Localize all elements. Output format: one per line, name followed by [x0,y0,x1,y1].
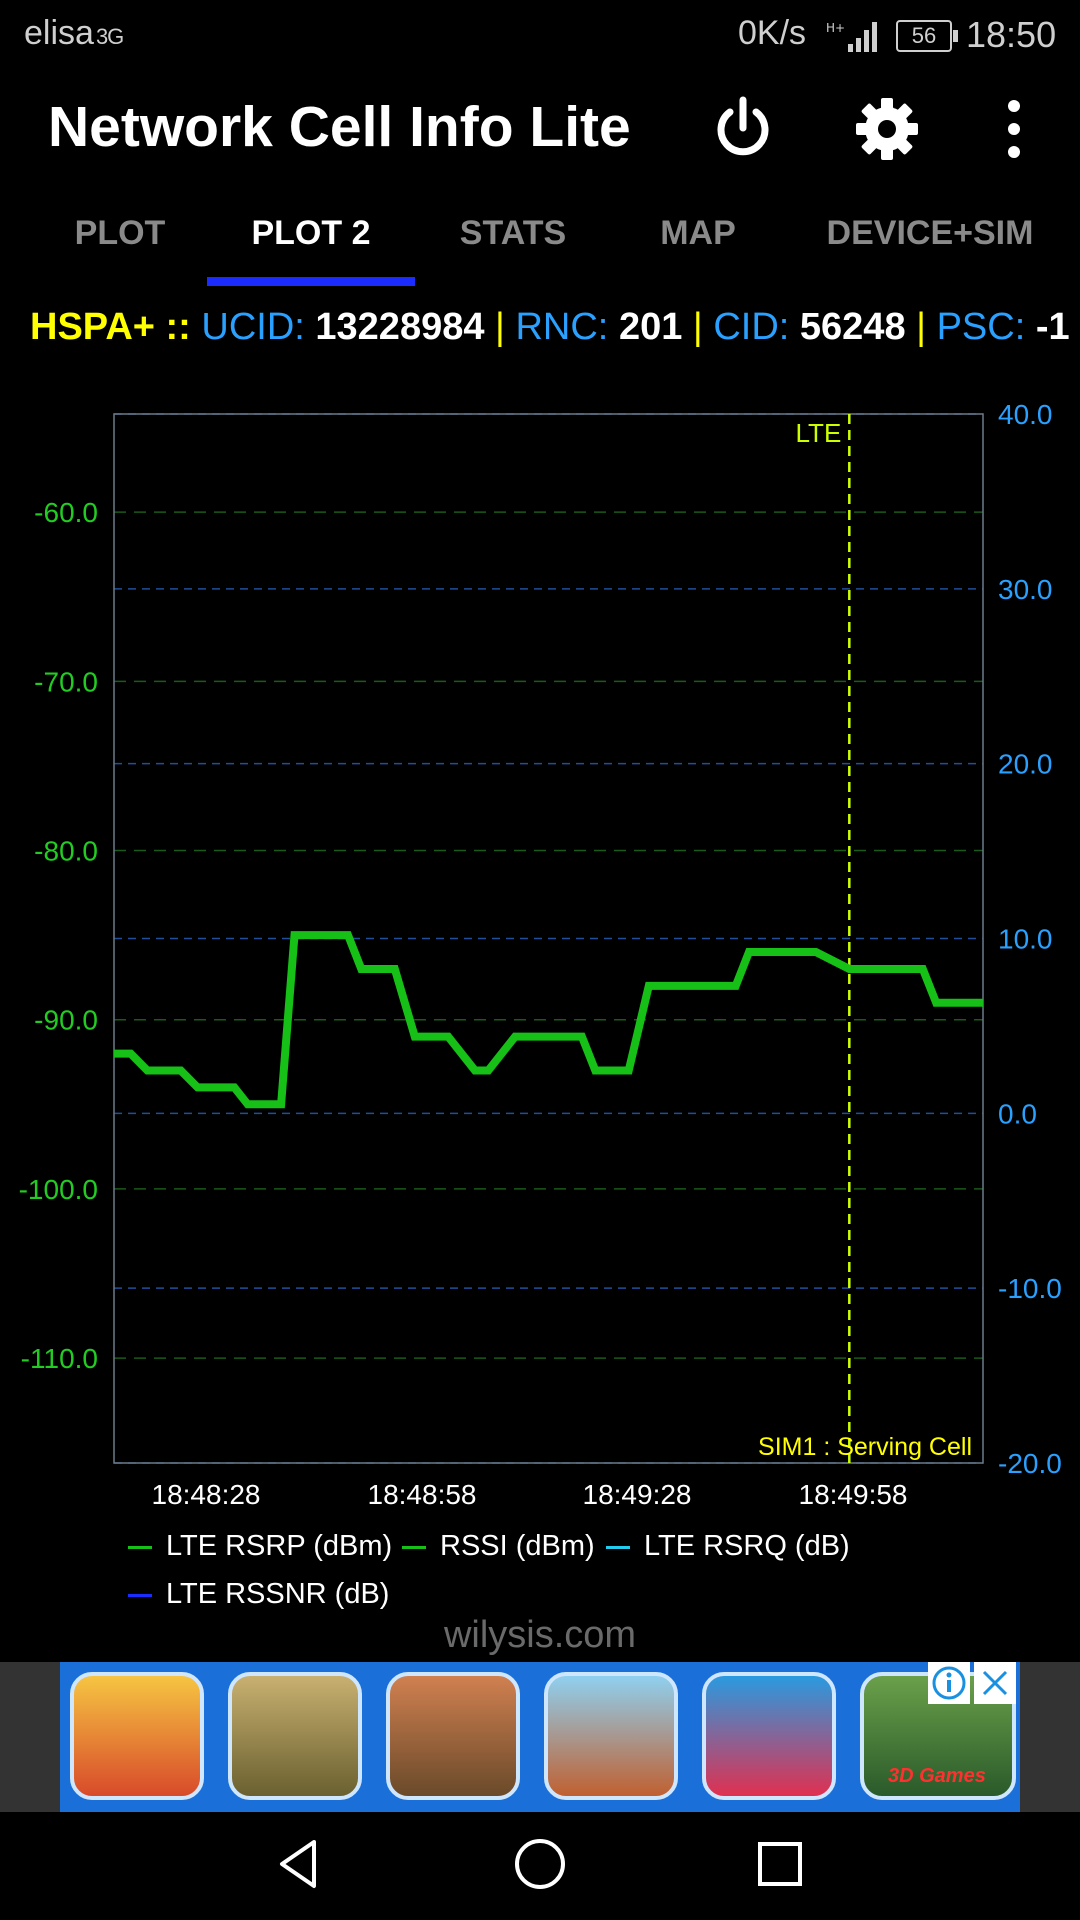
right-axis-tick-label: -10.0 [998,1273,1062,1304]
right-axis-tick-label: 20.0 [998,749,1053,780]
chart-legend: LTE RSRP (dBm) RSSI (dBm) LTE RSRQ (dB) … [0,1530,1080,1640]
carrier-label: elisa [24,14,94,52]
watermark: wilysis.com [443,1614,637,1656]
right-axis-tick-label: 10.0 [998,924,1053,955]
legend-label: LTE RSSNR (dB) [166,1578,390,1610]
signal-icon: H+ [826,21,877,52]
right-axis-tick-label: 30.0 [998,574,1053,605]
more-vert-icon[interactable] [990,94,1038,164]
ucid-value: 13228984 [315,306,485,348]
gear-icon[interactable] [852,94,922,164]
ad-info-icon[interactable] [928,1662,970,1704]
right-axis-tick-label: 0.0 [998,1098,1037,1129]
divider: | [692,306,703,348]
legend-item-lte-rsrq: LTE RSRQ (dB) [606,1530,850,1563]
series-line-lte-rsrp [114,931,983,1109]
tab-plot[interactable]: PLOT [74,214,166,252]
legend-swatch [606,1545,630,1549]
ad-margin-left [0,1662,60,1812]
platformer-game-icon[interactable] [544,1672,678,1800]
cid-label: CID: [713,306,790,348]
right-axis-tick-label: 40.0 [998,400,1053,430]
ad-close-icon[interactable] [974,1662,1016,1704]
home-icon[interactable] [510,1834,570,1894]
legend-swatch [128,1545,152,1549]
tab-bar: PLOT PLOT 2 STATS MAP DEVICE+SIM [0,196,1080,286]
divider: | [495,306,505,348]
ad-banner[interactable]: 3D Games [60,1662,1020,1812]
serving-cell-label: SIM1 : Serving Cell [758,1433,972,1461]
tech-label: HSPA+ [30,306,155,348]
x-axis-tick-label: 18:48:58 [368,1479,477,1510]
tab-device-sim[interactable]: DEVICE+SIM [826,214,1034,252]
psc-value: -1 [1035,306,1070,348]
left-axis-tick-label: -60.0 [34,497,98,528]
active-tab-indicator [207,277,415,286]
x-axis-tick-label: 18:48:28 [152,1479,261,1510]
tab-stats[interactable]: STATS [459,214,567,252]
clock: 18:50 [966,14,1057,55]
ad-margin-right [1020,1662,1080,1812]
candy-game-icon[interactable] [702,1672,836,1800]
tab-map[interactable]: MAP [660,214,736,252]
app-title: Network Cell Info Lite [48,95,631,159]
svg-text:H+: H+ [826,21,845,35]
x-axis-tick-label: 18:49:28 [583,1479,692,1510]
plot-frame [113,413,984,1464]
x-axis-tick-label: 18:49:58 [799,1479,908,1510]
legend-item-lte-rssnr: LTE RSSNR (dB) [128,1578,389,1611]
right-axis-tick-label: -20.0 [998,1448,1062,1479]
cell-info-line: HSPA+ :: UCID: 13228984 | RNC: 201 | CID… [30,306,1070,349]
signal-chart[interactable]: 40.0 30.0 20.0 10.0 0.0 -10.0 -20.0 -60.0 -70.0 -… [0,400,1080,1510]
legend-label: LTE RSRP (dBm) [166,1530,393,1562]
left-axis-tick-label: -90.0 [34,1005,98,1036]
tab-plot-2[interactable]: PLOT 2 [251,214,371,252]
soldier-game-icon[interactable] [386,1672,520,1800]
subway-surfers-game-icon[interactable] [70,1672,204,1800]
left-axis-tick-label: -70.0 [34,666,98,697]
rnc-value: 201 [618,306,683,348]
recents-icon[interactable] [750,1834,810,1894]
navigation-bar [0,1812,1080,1920]
divider: | [916,306,927,348]
legend-label: RSSI (dBm) [440,1530,595,1562]
network-badge: 3G [95,24,124,49]
cid-value: 56248 [799,306,906,348]
legend-label: LTE RSRQ (dB) [644,1530,850,1562]
carrier-name: elisa3G [24,14,124,53]
back-icon[interactable] [270,1834,330,1894]
battery-icon: 56 [896,20,958,52]
ad-tile-caption: 3D Games [888,1765,986,1787]
left-axis-tick-label: -110.0 [21,1343,98,1374]
left-axis-tick-label: -80.0 [34,836,98,867]
legend-swatch [402,1545,426,1549]
power-icon[interactable] [708,94,778,164]
legend-item-lte-rsrp: LTE RSRP (dBm) [128,1530,392,1563]
psc-label: PSC: [936,306,1026,348]
legend-swatch [128,1593,152,1597]
app-bar: Network Cell Info Lite [0,76,1080,176]
left-axis-tick-label: -100.0 [19,1174,98,1205]
status-bar: elisa3G 0K/s H+ 56 18:50 [0,0,1080,76]
rnc-label: RNC: [515,306,609,348]
data-rate: 0K/s [738,14,807,52]
tech-separator: :: [165,306,191,348]
ucid-label: UCID: [201,306,305,348]
tank-game-icon[interactable] [228,1672,362,1800]
lte-marker-label: LTE [796,418,842,448]
legend-item-rssi: RSSI (dBm) [402,1530,595,1563]
